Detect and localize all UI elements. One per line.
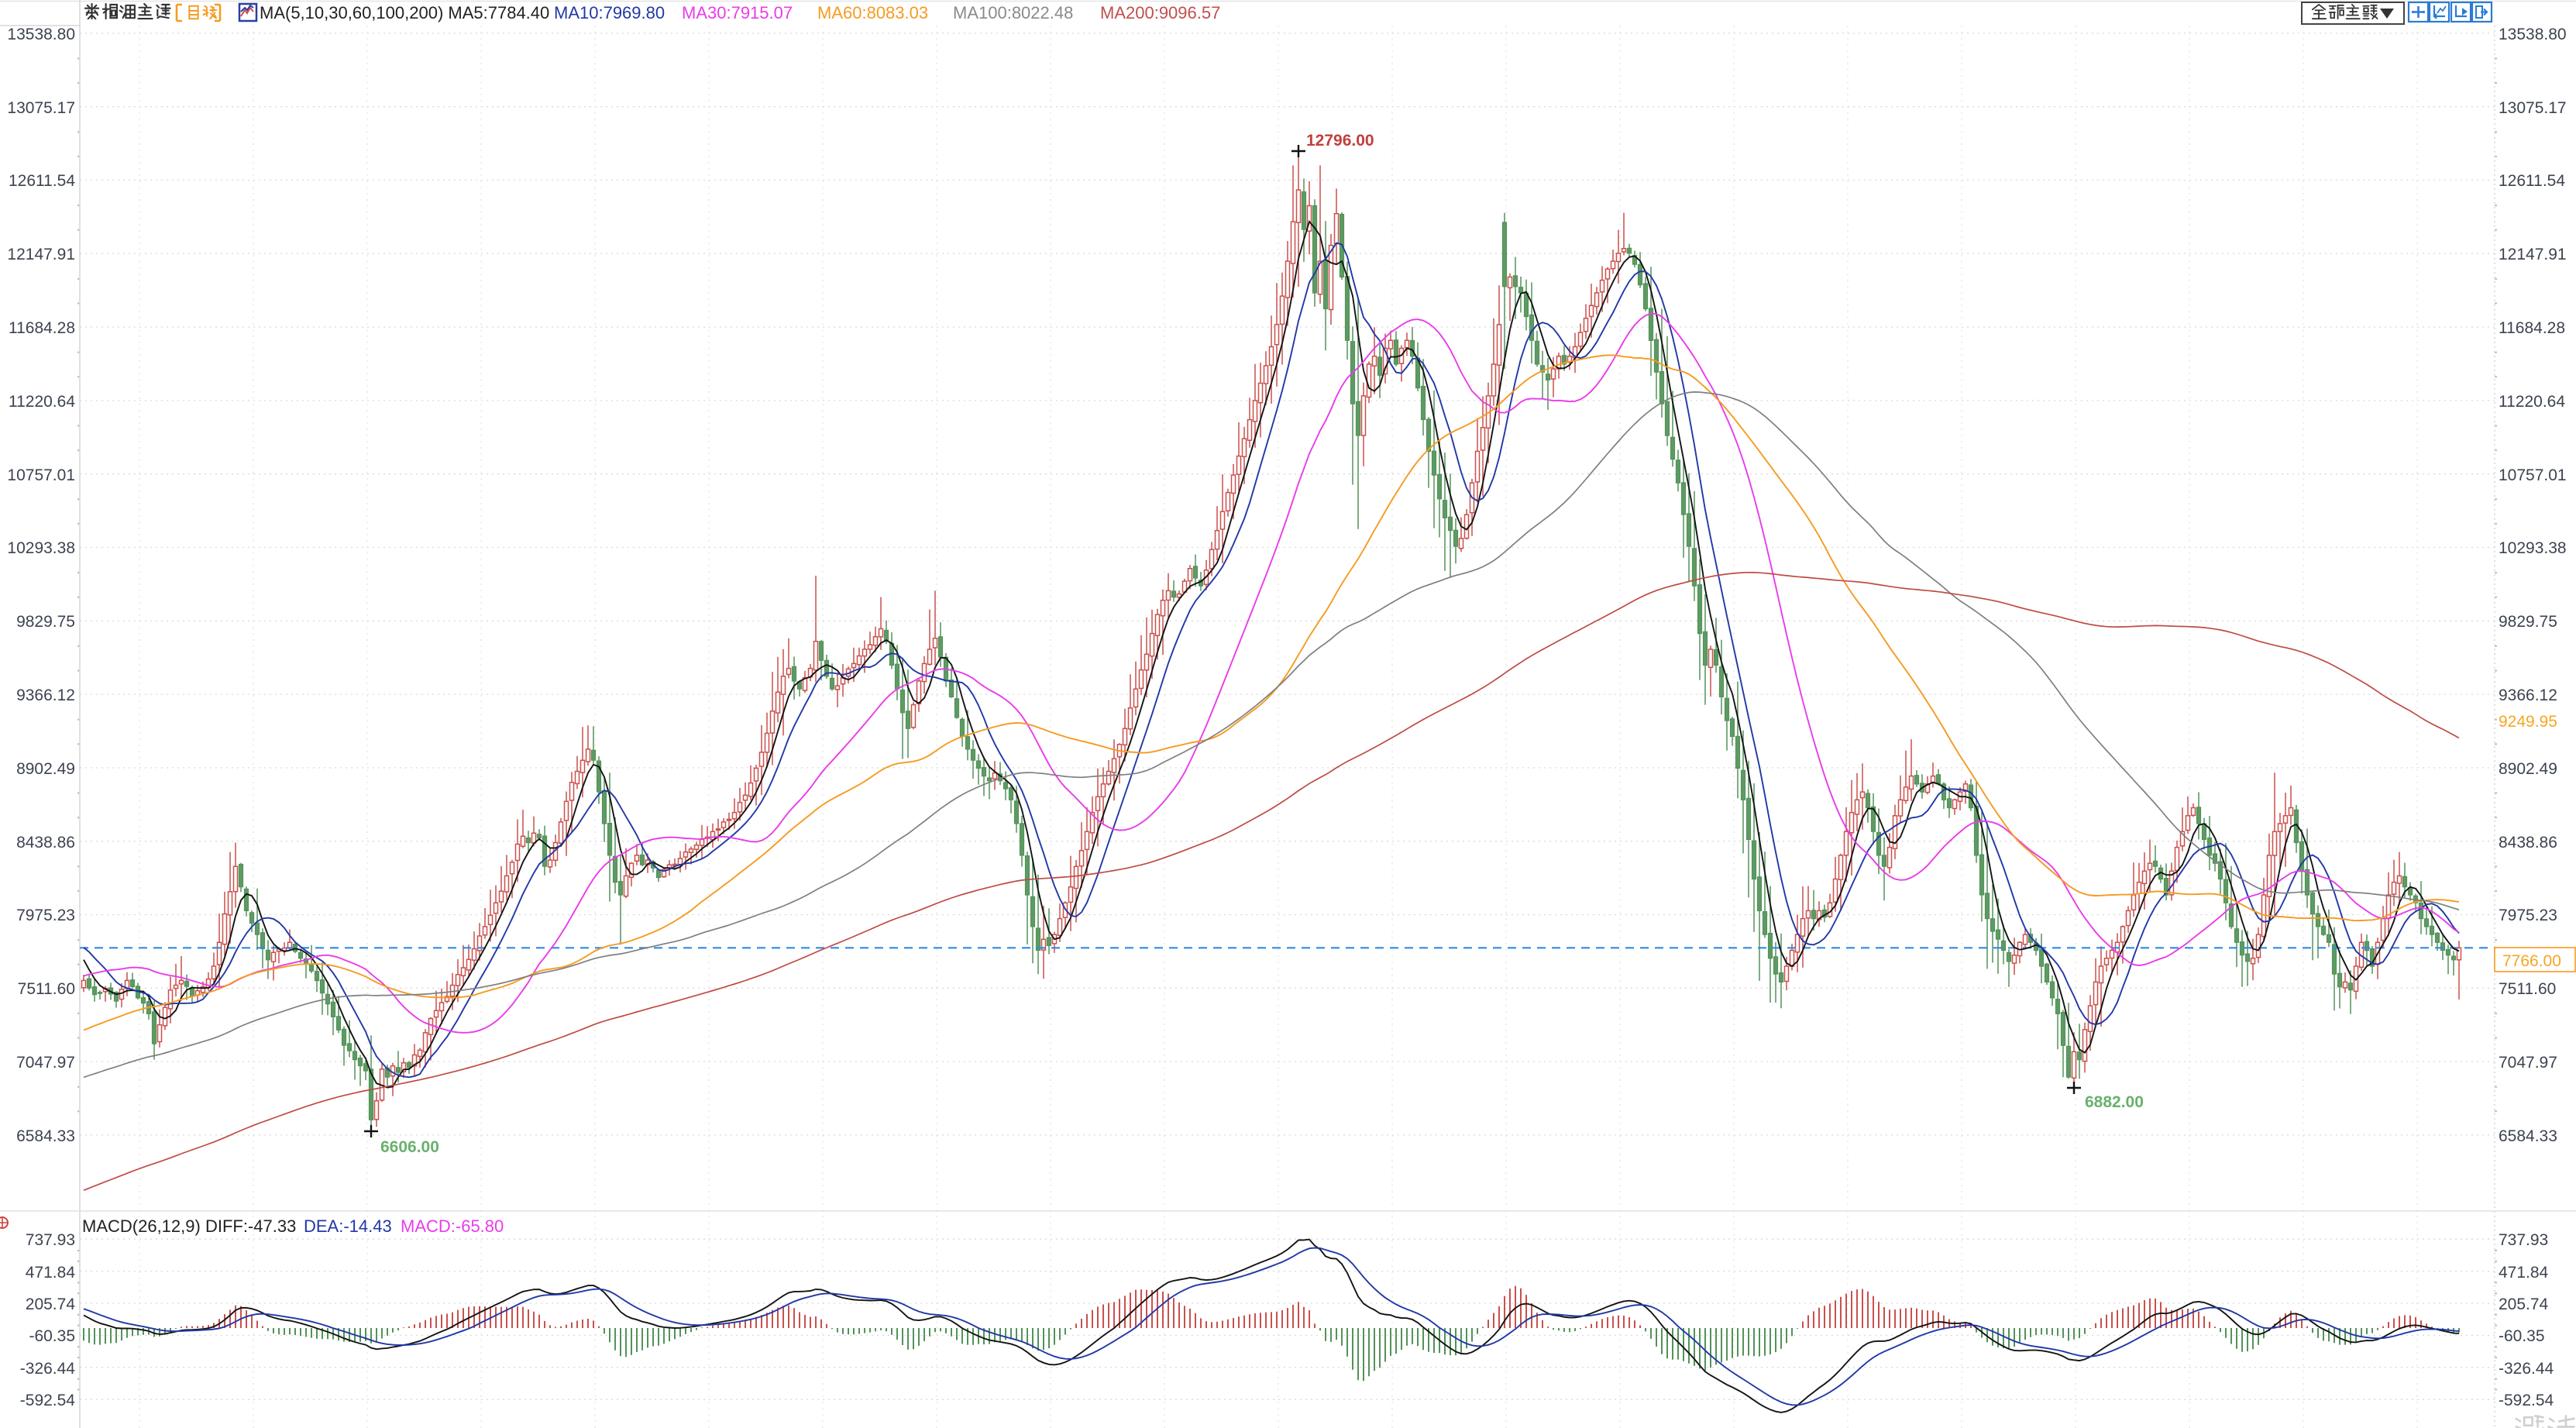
- svg-text:7511.60: 7511.60: [18, 980, 75, 998]
- svg-text:8902.49: 8902.49: [2499, 760, 2557, 778]
- svg-text:11684.28: 11684.28: [9, 319, 75, 337]
- svg-text:MA30:7915.07: MA30:7915.07: [682, 3, 793, 22]
- svg-text:12611.54: 12611.54: [9, 172, 75, 190]
- svg-text:10293.38: 10293.38: [2499, 539, 2567, 557]
- svg-text:MA60:8083.03: MA60:8083.03: [817, 3, 928, 22]
- svg-text:12147.91: 12147.91: [2499, 246, 2567, 263]
- svg-text:7047.97: 7047.97: [2499, 1054, 2557, 1072]
- svg-text:6584.33: 6584.33: [16, 1127, 75, 1145]
- svg-text:MACD(26,12,9) DIFF:-47.33: MACD(26,12,9) DIFF:-47.33: [82, 1216, 296, 1236]
- svg-text:11220.64: 11220.64: [2499, 393, 2565, 411]
- svg-text:7975.23: 7975.23: [2499, 907, 2557, 924]
- svg-text:8902.49: 8902.49: [16, 760, 75, 778]
- svg-text:9829.75: 9829.75: [2499, 613, 2557, 631]
- svg-text:DEA:-14.43: DEA:-14.43: [304, 1216, 392, 1236]
- svg-text:MA200:9096.57: MA200:9096.57: [1100, 3, 1220, 22]
- svg-text:MA100:8022.48: MA100:8022.48: [953, 3, 1073, 22]
- svg-text:471.84: 471.84: [26, 1264, 76, 1282]
- svg-text:-592.54: -592.54: [2499, 1392, 2554, 1409]
- svg-text:7047.97: 7047.97: [16, 1054, 75, 1072]
- svg-text:11684.28: 11684.28: [2499, 319, 2565, 337]
- svg-text:205.74: 205.74: [26, 1296, 76, 1313]
- svg-text:10757.01: 10757.01: [2499, 466, 2567, 484]
- svg-text:-60.35: -60.35: [29, 1327, 75, 1345]
- svg-text:9249.95: 9249.95: [2499, 713, 2557, 731]
- svg-text:-326.44: -326.44: [20, 1360, 76, 1378]
- svg-text:12796.00: 12796.00: [1306, 132, 1374, 150]
- svg-text:12611.54: 12611.54: [2499, 172, 2565, 190]
- svg-text:9366.12: 9366.12: [16, 686, 75, 704]
- svg-text:8438.86: 8438.86: [16, 834, 75, 852]
- svg-text:MA10:7969.80: MA10:7969.80: [554, 3, 665, 22]
- svg-text:13538.80: 13538.80: [7, 26, 75, 43]
- svg-text:MA(5,10,30,60,100,200) MA5:778: MA(5,10,30,60,100,200) MA5:7784.40: [260, 3, 549, 22]
- svg-text:7975.23: 7975.23: [16, 907, 75, 924]
- svg-text:8438.86: 8438.86: [2499, 834, 2557, 852]
- svg-text:13538.80: 13538.80: [2499, 26, 2567, 43]
- svg-text:12147.91: 12147.91: [7, 246, 75, 263]
- svg-text:-326.44: -326.44: [2499, 1360, 2554, 1378]
- svg-text:737.93: 737.93: [26, 1231, 75, 1249]
- svg-text:-60.35: -60.35: [2499, 1327, 2545, 1345]
- svg-text:7766.00: 7766.00: [2502, 952, 2561, 970]
- svg-text:-592.54: -592.54: [20, 1392, 76, 1409]
- svg-text:MACD:-65.80: MACD:-65.80: [401, 1216, 504, 1236]
- svg-text:10293.38: 10293.38: [7, 539, 75, 557]
- svg-text:13075.17: 13075.17: [2499, 99, 2567, 117]
- svg-text:471.84: 471.84: [2499, 1264, 2549, 1282]
- svg-text:9366.12: 9366.12: [2499, 686, 2557, 704]
- svg-text:7511.60: 7511.60: [2499, 980, 2556, 998]
- svg-text:13075.17: 13075.17: [7, 99, 75, 117]
- svg-text:9829.75: 9829.75: [16, 613, 75, 631]
- svg-text:10757.01: 10757.01: [7, 466, 75, 484]
- svg-text:737.93: 737.93: [2499, 1231, 2548, 1249]
- svg-text:205.74: 205.74: [2499, 1296, 2549, 1313]
- svg-text:6606.00: 6606.00: [380, 1138, 439, 1156]
- svg-text:11220.64: 11220.64: [9, 393, 75, 411]
- svg-text:6584.33: 6584.33: [2499, 1127, 2557, 1145]
- svg-text:6882.00: 6882.00: [2085, 1093, 2144, 1111]
